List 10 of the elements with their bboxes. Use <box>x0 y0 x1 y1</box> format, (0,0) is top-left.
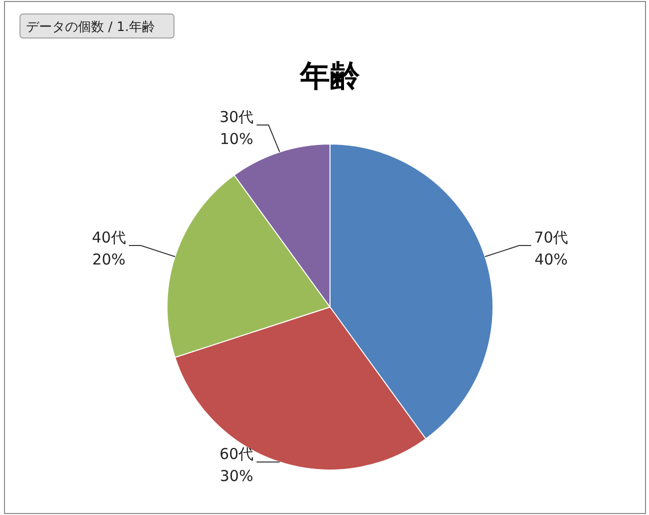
data-label: 40% <box>534 250 568 269</box>
data-label: 30% <box>220 467 254 485</box>
data-label: 10% <box>220 130 254 148</box>
slice-label: 60代 <box>220 445 254 463</box>
slice-label: 70代 <box>534 228 568 247</box>
slice-label: 30代 <box>220 108 254 126</box>
chart-title: 年齢 <box>299 59 360 94</box>
data-label: 20% <box>92 250 126 269</box>
annotation: データの個数 / 1.年齢 <box>20 14 174 38</box>
slice-label: 40代 <box>92 228 126 247</box>
